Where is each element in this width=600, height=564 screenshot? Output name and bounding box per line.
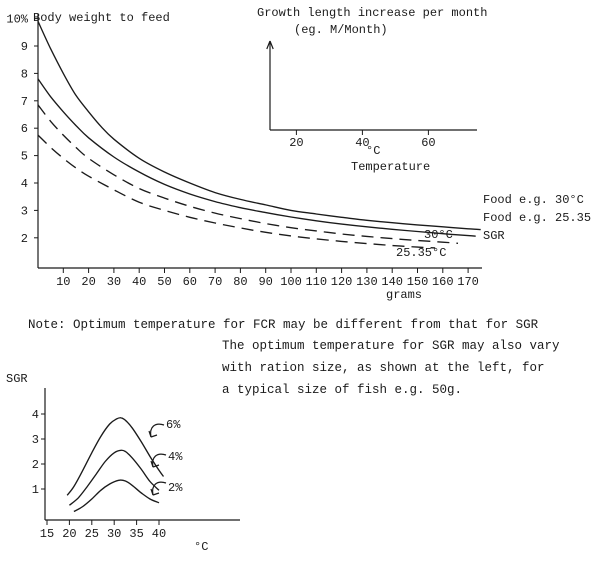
- fcr-x-tick-label: 40: [132, 275, 146, 289]
- sgr-x-tick-label: 25: [85, 527, 99, 541]
- fcr-x-tick-label: 130: [356, 275, 378, 289]
- fcr-curve-1: [37, 21, 481, 231]
- fcr-x-tick-label: 30: [107, 275, 121, 289]
- sgr-x-tick-label: 30: [107, 527, 121, 541]
- fcr-curve-2: [37, 78, 476, 237]
- sgr-curve-ration-4pct: [68, 449, 160, 506]
- fcr-x-tick-label: 170: [457, 275, 479, 289]
- fcr-x-tick-label: 120: [331, 275, 353, 289]
- sgr-y-axis-label: SGR: [6, 372, 28, 386]
- fcr-x-tick-label: 10: [56, 275, 70, 289]
- fcr-x-tick-label: 90: [258, 275, 272, 289]
- sgr-y-tick-label: 4: [32, 408, 39, 422]
- fcr-curve-3: [37, 104, 459, 244]
- curve-label-sgr-25-35c: 25.35°C: [396, 246, 447, 260]
- fcr-y-tick-label: 9: [21, 40, 28, 54]
- inset-x-tick-label: 20: [289, 136, 303, 150]
- fcr-x-tick-label: 60: [183, 275, 197, 289]
- arrow-to-curve-4pct-icon: [152, 453, 167, 468]
- fcr-y-tick-label: 3: [21, 204, 28, 218]
- arrowhead-6pct-icon: [148, 430, 158, 438]
- inset-chart-title-line2: (eg. M/Month): [294, 23, 388, 37]
- curve-label-ration-4pct: 4%: [168, 450, 183, 464]
- sgr-x-tick-label: 35: [129, 527, 143, 541]
- sgr-curve-ration-6pct: [66, 417, 165, 496]
- fcr-y-tick-label: 4: [21, 177, 28, 191]
- fcr-x-tick-label: 160: [432, 275, 454, 289]
- fcr-x-tick-label: 80: [233, 275, 247, 289]
- inset-y-axis-arrowhead-icon: [266, 40, 274, 50]
- inset-chart-title-line1: Growth length increase per month: [257, 6, 488, 20]
- paragraph-line-2: with ration size, as shown at the left, …: [222, 361, 545, 375]
- sgr-y-tick-label: 3: [32, 433, 39, 447]
- legend-food-30c: Food e.g. 30°C: [483, 193, 584, 207]
- note-text: Note: Optimum temperature for FCR may be…: [28, 318, 539, 332]
- legend-food-25-35: Food e.g. 25.35: [483, 211, 592, 225]
- fcr-x-tick-label: 70: [208, 275, 222, 289]
- fcr-y-tick-label: 10%: [6, 13, 28, 27]
- fcr-x-tick-label: 50: [157, 275, 171, 289]
- fcr-x-tick-label: 100: [280, 275, 302, 289]
- fcr-y-tick-label: 7: [21, 95, 28, 109]
- inset-x-axis-label: Temperature: [351, 160, 431, 174]
- fcr-y-tick-label: 2: [21, 232, 28, 246]
- paragraph-line-3: a typical size of fish e.g. 50g.: [222, 383, 463, 397]
- arrow-to-curve-2pct-icon: [152, 481, 167, 496]
- sgr-x-tick-label: 20: [62, 527, 76, 541]
- sgr-x-axis-unit-label: °C: [194, 540, 209, 554]
- inset-x-tick-label: 40: [355, 136, 369, 150]
- legend-sgr: SGR: [483, 229, 505, 243]
- curve-label-sgr-30c: 30°C: [424, 228, 453, 242]
- fcr-y-tick-label: 8: [21, 67, 28, 81]
- fcr-x-axis-label: grams: [386, 288, 423, 302]
- inset-x-axis-unit-label: °C: [366, 144, 381, 158]
- sgr-y-tick-label: 1: [32, 483, 39, 497]
- fcr-x-tick-label: 110: [305, 275, 327, 289]
- sgr-x-tick-label: 15: [40, 527, 54, 541]
- arrowhead-2pct-icon: [150, 488, 160, 496]
- sgr-y-tick-label: 2: [32, 458, 39, 472]
- curve-label-ration-2pct: 2%: [168, 481, 183, 495]
- fcr-x-tick-label: 140: [381, 275, 403, 289]
- fcr-x-tick-label: 150: [407, 275, 429, 289]
- sgr-curve-ration-2pct: [73, 479, 160, 513]
- fcr-y-tick-label: 5: [21, 150, 28, 164]
- fcr-y-tick-label: 6: [21, 122, 28, 136]
- fcr-chart-title: Body weight to feed: [33, 11, 170, 25]
- fcr-x-tick-label: 20: [81, 275, 95, 289]
- fcr-curve-4: [37, 134, 436, 249]
- curve-label-ration-6pct: 6%: [166, 418, 181, 432]
- paragraph-line-1: The optimum temperature for SGR may also…: [222, 339, 560, 353]
- arrow-to-curve-6pct-icon: [150, 423, 165, 438]
- sgr-x-tick-label: 40: [152, 527, 166, 541]
- inset-x-tick-label: 60: [421, 136, 435, 150]
- arrowhead-4pct-icon: [150, 460, 160, 468]
